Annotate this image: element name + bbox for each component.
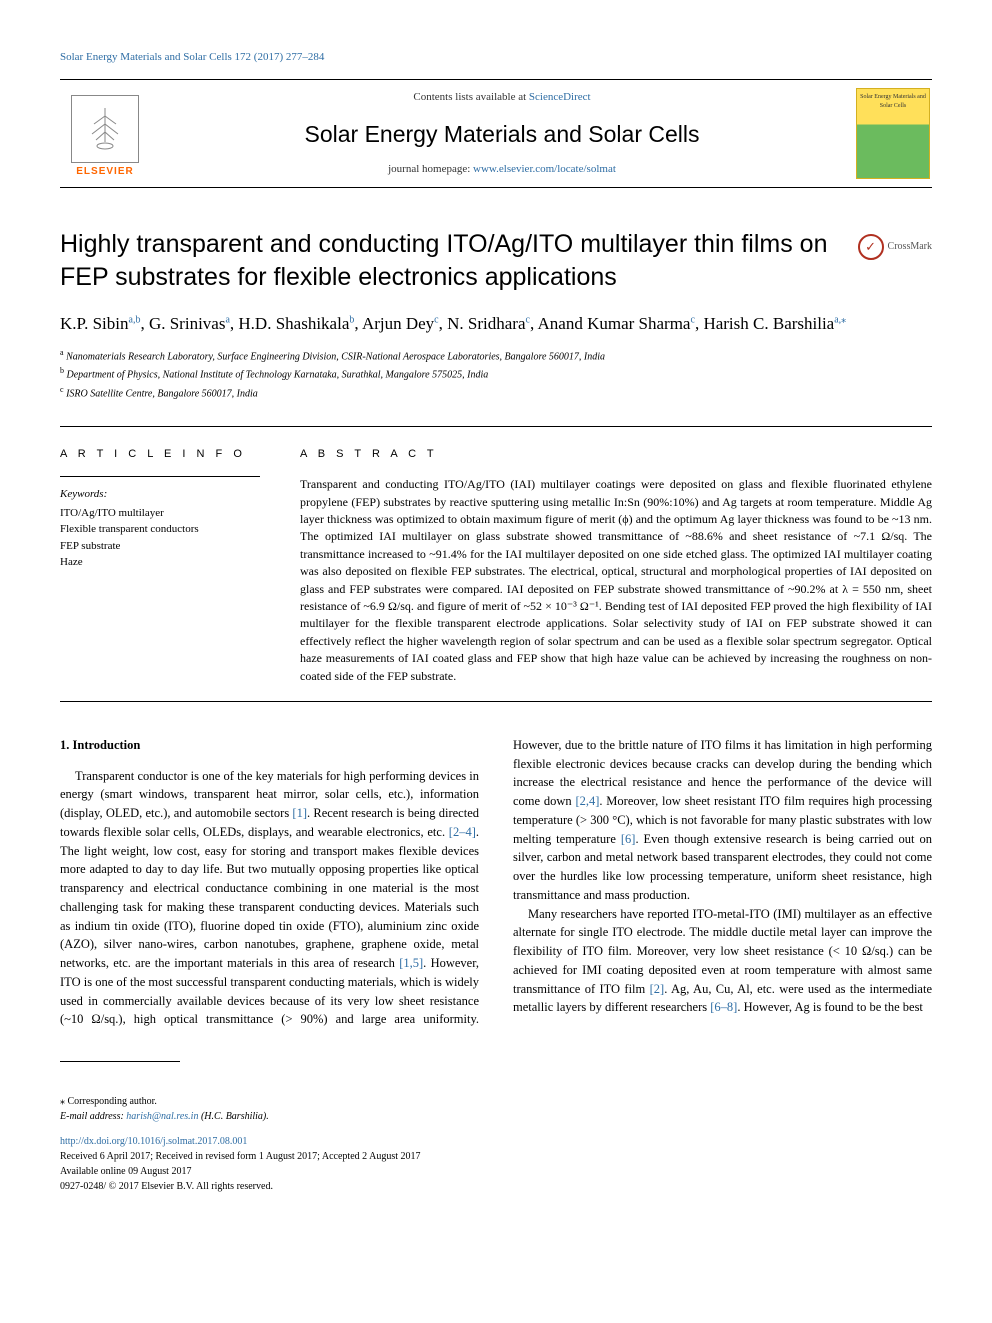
received-line: Received 6 April 2017; Received in revis… bbox=[60, 1151, 421, 1162]
affiliation-text: Department of Physics, National Institut… bbox=[67, 370, 489, 381]
available-line: Available online 09 August 2017 bbox=[60, 1166, 191, 1177]
homepage-prefix: journal homepage: bbox=[388, 163, 473, 175]
affiliation-text: Nanomaterials Research Laboratory, Surfa… bbox=[66, 351, 605, 362]
author: G. Srinivas bbox=[149, 314, 226, 333]
author: Anand Kumar Sharma bbox=[538, 314, 691, 333]
author: Harish C. Barshilia bbox=[703, 314, 834, 333]
author: N. Sridhara bbox=[447, 314, 525, 333]
abstract-text: Transparent and conducting ITO/Ag/ITO (I… bbox=[300, 476, 932, 685]
keyword: Flexible transparent conductors bbox=[60, 521, 260, 538]
elsevier-tree-icon bbox=[71, 95, 139, 163]
crossmark-badge[interactable]: ✓ CrossMark bbox=[858, 234, 932, 260]
corresponding-author-note: ⁎ Corresponding author. bbox=[60, 1094, 932, 1109]
doi-link[interactable]: http://dx.doi.org/10.1016/j.solmat.2017.… bbox=[60, 1136, 247, 1147]
publication-info: http://dx.doi.org/10.1016/j.solmat.2017.… bbox=[60, 1134, 932, 1194]
homepage-line: journal homepage: www.elsevier.com/locat… bbox=[162, 162, 842, 177]
keywords-heading: Keywords: bbox=[60, 487, 260, 502]
journal-name: Solar Energy Materials and Solar Cells bbox=[162, 118, 842, 150]
ref-link[interactable]: [1] bbox=[292, 806, 307, 820]
abstract-column: A B S T R A C T Transparent and conducti… bbox=[300, 426, 932, 685]
footer-rule bbox=[60, 1061, 180, 1062]
author: H.D. Shashikala bbox=[238, 314, 349, 333]
elsevier-logo: ELSEVIER bbox=[60, 80, 150, 187]
journal-cover-thumbnail: Solar Energy Materials and Solar Cells bbox=[856, 88, 930, 179]
keywords-list: ITO/Ag/ITO multilayerFlexible transparen… bbox=[60, 505, 260, 571]
intro-heading: 1. Introduction bbox=[60, 736, 479, 755]
keyword: FEP substrate bbox=[60, 538, 260, 555]
body-text: . However, Ag is found to be the best bbox=[737, 1000, 923, 1014]
author: K.P. Sibin bbox=[60, 314, 129, 333]
author-list: K.P. Sibina,b, G. Srinivasa, H.D. Shashi… bbox=[60, 311, 932, 337]
body-paragraph: Many researchers have reported ITO-metal… bbox=[513, 905, 932, 1018]
article-info-label: A R T I C L E I N F O bbox=[60, 447, 260, 462]
ref-link[interactable]: [2,4] bbox=[575, 794, 599, 808]
body-two-column: 1. Introduction Transparent conductor is… bbox=[60, 736, 932, 1029]
ref-link[interactable]: [6] bbox=[621, 832, 636, 846]
keyword: Haze bbox=[60, 554, 260, 571]
citation-link[interactable]: Solar Energy Materials and Solar Cells 1… bbox=[60, 50, 932, 65]
elsevier-wordmark: ELSEVIER bbox=[76, 165, 133, 179]
email-link[interactable]: harish@nal.res.in bbox=[126, 1111, 198, 1122]
cover-text: Solar Energy Materials and Solar Cells bbox=[857, 93, 929, 110]
journal-header: ELSEVIER Contents lists available at Sci… bbox=[60, 79, 932, 188]
affiliations: a Nanomaterials Research Laboratory, Sur… bbox=[60, 347, 932, 402]
crossmark-label: CrossMark bbox=[888, 240, 932, 254]
abstract-rule bbox=[60, 701, 932, 702]
footer-block: ⁎ Corresponding author. E-mail address: … bbox=[60, 1092, 932, 1124]
article-title: Highly transparent and conducting ITO/Ag… bbox=[60, 228, 838, 293]
author: Arjun Dey bbox=[362, 314, 434, 333]
ref-link[interactable]: [2–4] bbox=[449, 825, 476, 839]
affiliation-text: ISRO Satellite Centre, Bangalore 560017,… bbox=[66, 388, 258, 399]
article-info-column: A R T I C L E I N F O Keywords: ITO/Ag/I… bbox=[60, 426, 260, 685]
copyright-line: 0927-0248/ © 2017 Elsevier B.V. All righ… bbox=[60, 1181, 273, 1192]
ref-link[interactable]: [2] bbox=[650, 982, 665, 996]
abstract-label: A B S T R A C T bbox=[300, 447, 932, 462]
keyword: ITO/Ag/ITO multilayer bbox=[60, 505, 260, 522]
author-affil-sup: a,b bbox=[129, 315, 141, 326]
contents-available-line: Contents lists available at ScienceDirec… bbox=[162, 90, 842, 105]
author-affil-sup: a,⁎ bbox=[834, 315, 846, 326]
contents-prefix: Contents lists available at bbox=[413, 91, 528, 103]
body-text: . The light weight, low cost, easy for s… bbox=[60, 825, 479, 970]
sciencedirect-link[interactable]: ScienceDirect bbox=[529, 91, 591, 103]
crossmark-icon: ✓ bbox=[858, 234, 884, 260]
homepage-link[interactable]: www.elsevier.com/locate/solmat bbox=[473, 163, 616, 175]
email-label: E-mail address: bbox=[60, 1111, 126, 1122]
email-line: E-mail address: harish@nal.res.in (H.C. … bbox=[60, 1109, 932, 1124]
ref-link[interactable]: [1,5] bbox=[399, 956, 423, 970]
email-suffix: (H.C. Barshilia). bbox=[198, 1111, 268, 1122]
ref-link[interactable]: [6–8] bbox=[710, 1000, 737, 1014]
